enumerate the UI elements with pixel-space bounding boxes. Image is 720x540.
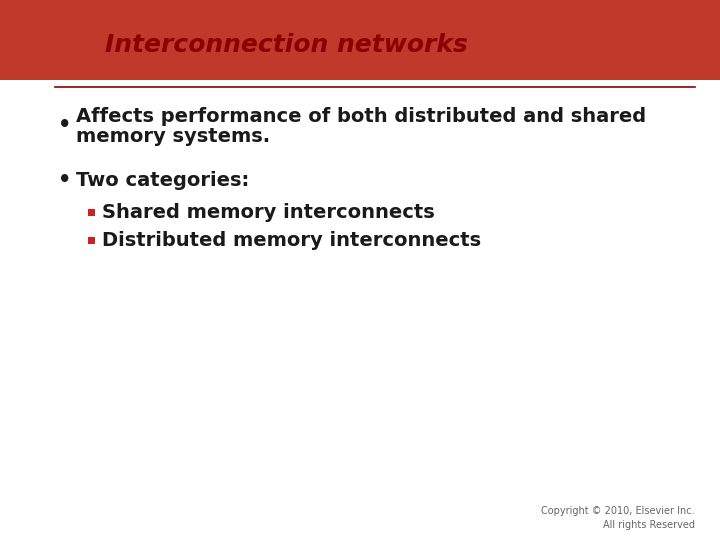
Text: •: • — [58, 170, 71, 190]
Text: Affects performance of both distributed and shared: Affects performance of both distributed … — [76, 106, 646, 125]
Text: Distributed memory interconnects: Distributed memory interconnects — [102, 231, 481, 249]
Text: Interconnection networks: Interconnection networks — [105, 33, 468, 57]
Polygon shape — [88, 208, 95, 215]
Text: Copyright © 2010, Elsevier Inc.
All rights Reserved: Copyright © 2010, Elsevier Inc. All righ… — [541, 506, 695, 530]
Text: memory systems.: memory systems. — [76, 126, 270, 145]
Polygon shape — [0, 80, 95, 175]
Text: •: • — [58, 115, 71, 135]
Text: Two categories:: Two categories: — [76, 171, 249, 190]
Text: Shared memory interconnects: Shared memory interconnects — [102, 202, 435, 221]
Polygon shape — [88, 237, 95, 244]
Polygon shape — [0, 0, 720, 80]
